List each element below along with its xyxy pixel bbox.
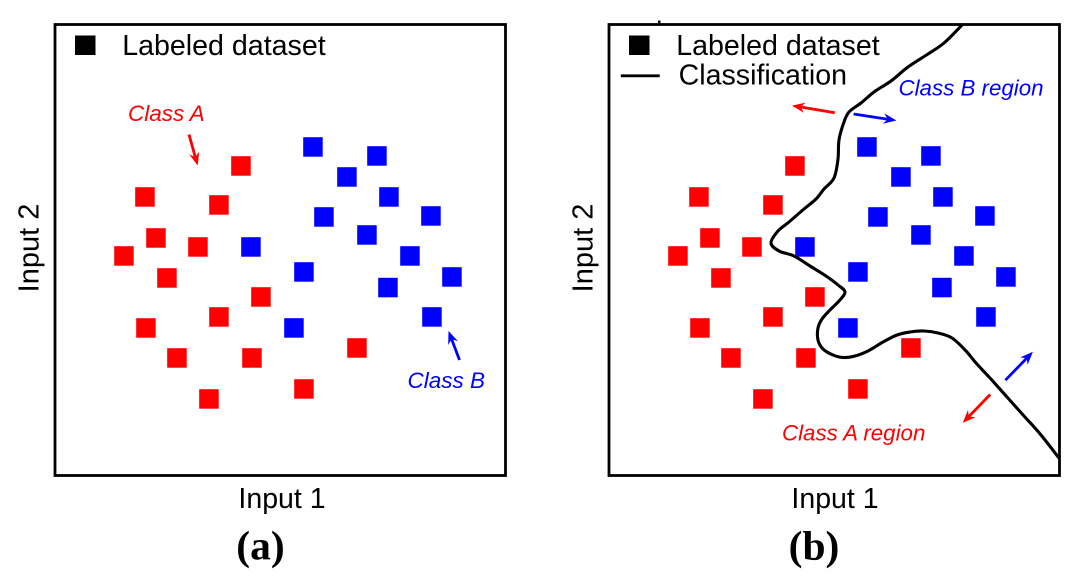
svg-text:Input 1: Input 1 xyxy=(238,483,325,515)
svg-text:Input 1: Input 1 xyxy=(791,483,878,515)
svg-text:Input 2: Input 2 xyxy=(14,204,46,293)
svg-text:(a): (a) xyxy=(236,523,284,570)
svg-text:Class B: Class B xyxy=(408,368,486,393)
svg-text:Labeled dataset: Labeled dataset xyxy=(122,30,326,62)
svg-text:Labeled dataset: Labeled dataset xyxy=(676,30,880,62)
svg-text:Class B region: Class B region xyxy=(899,76,1044,101)
svg-text:Input 2: Input 2 xyxy=(568,204,600,293)
svg-text:Class A: Class A xyxy=(128,101,205,126)
svg-text:Classification: Classification xyxy=(679,59,847,91)
svg-text:(b): (b) xyxy=(789,523,840,570)
svg-text:Class A region: Class A region xyxy=(782,421,925,446)
